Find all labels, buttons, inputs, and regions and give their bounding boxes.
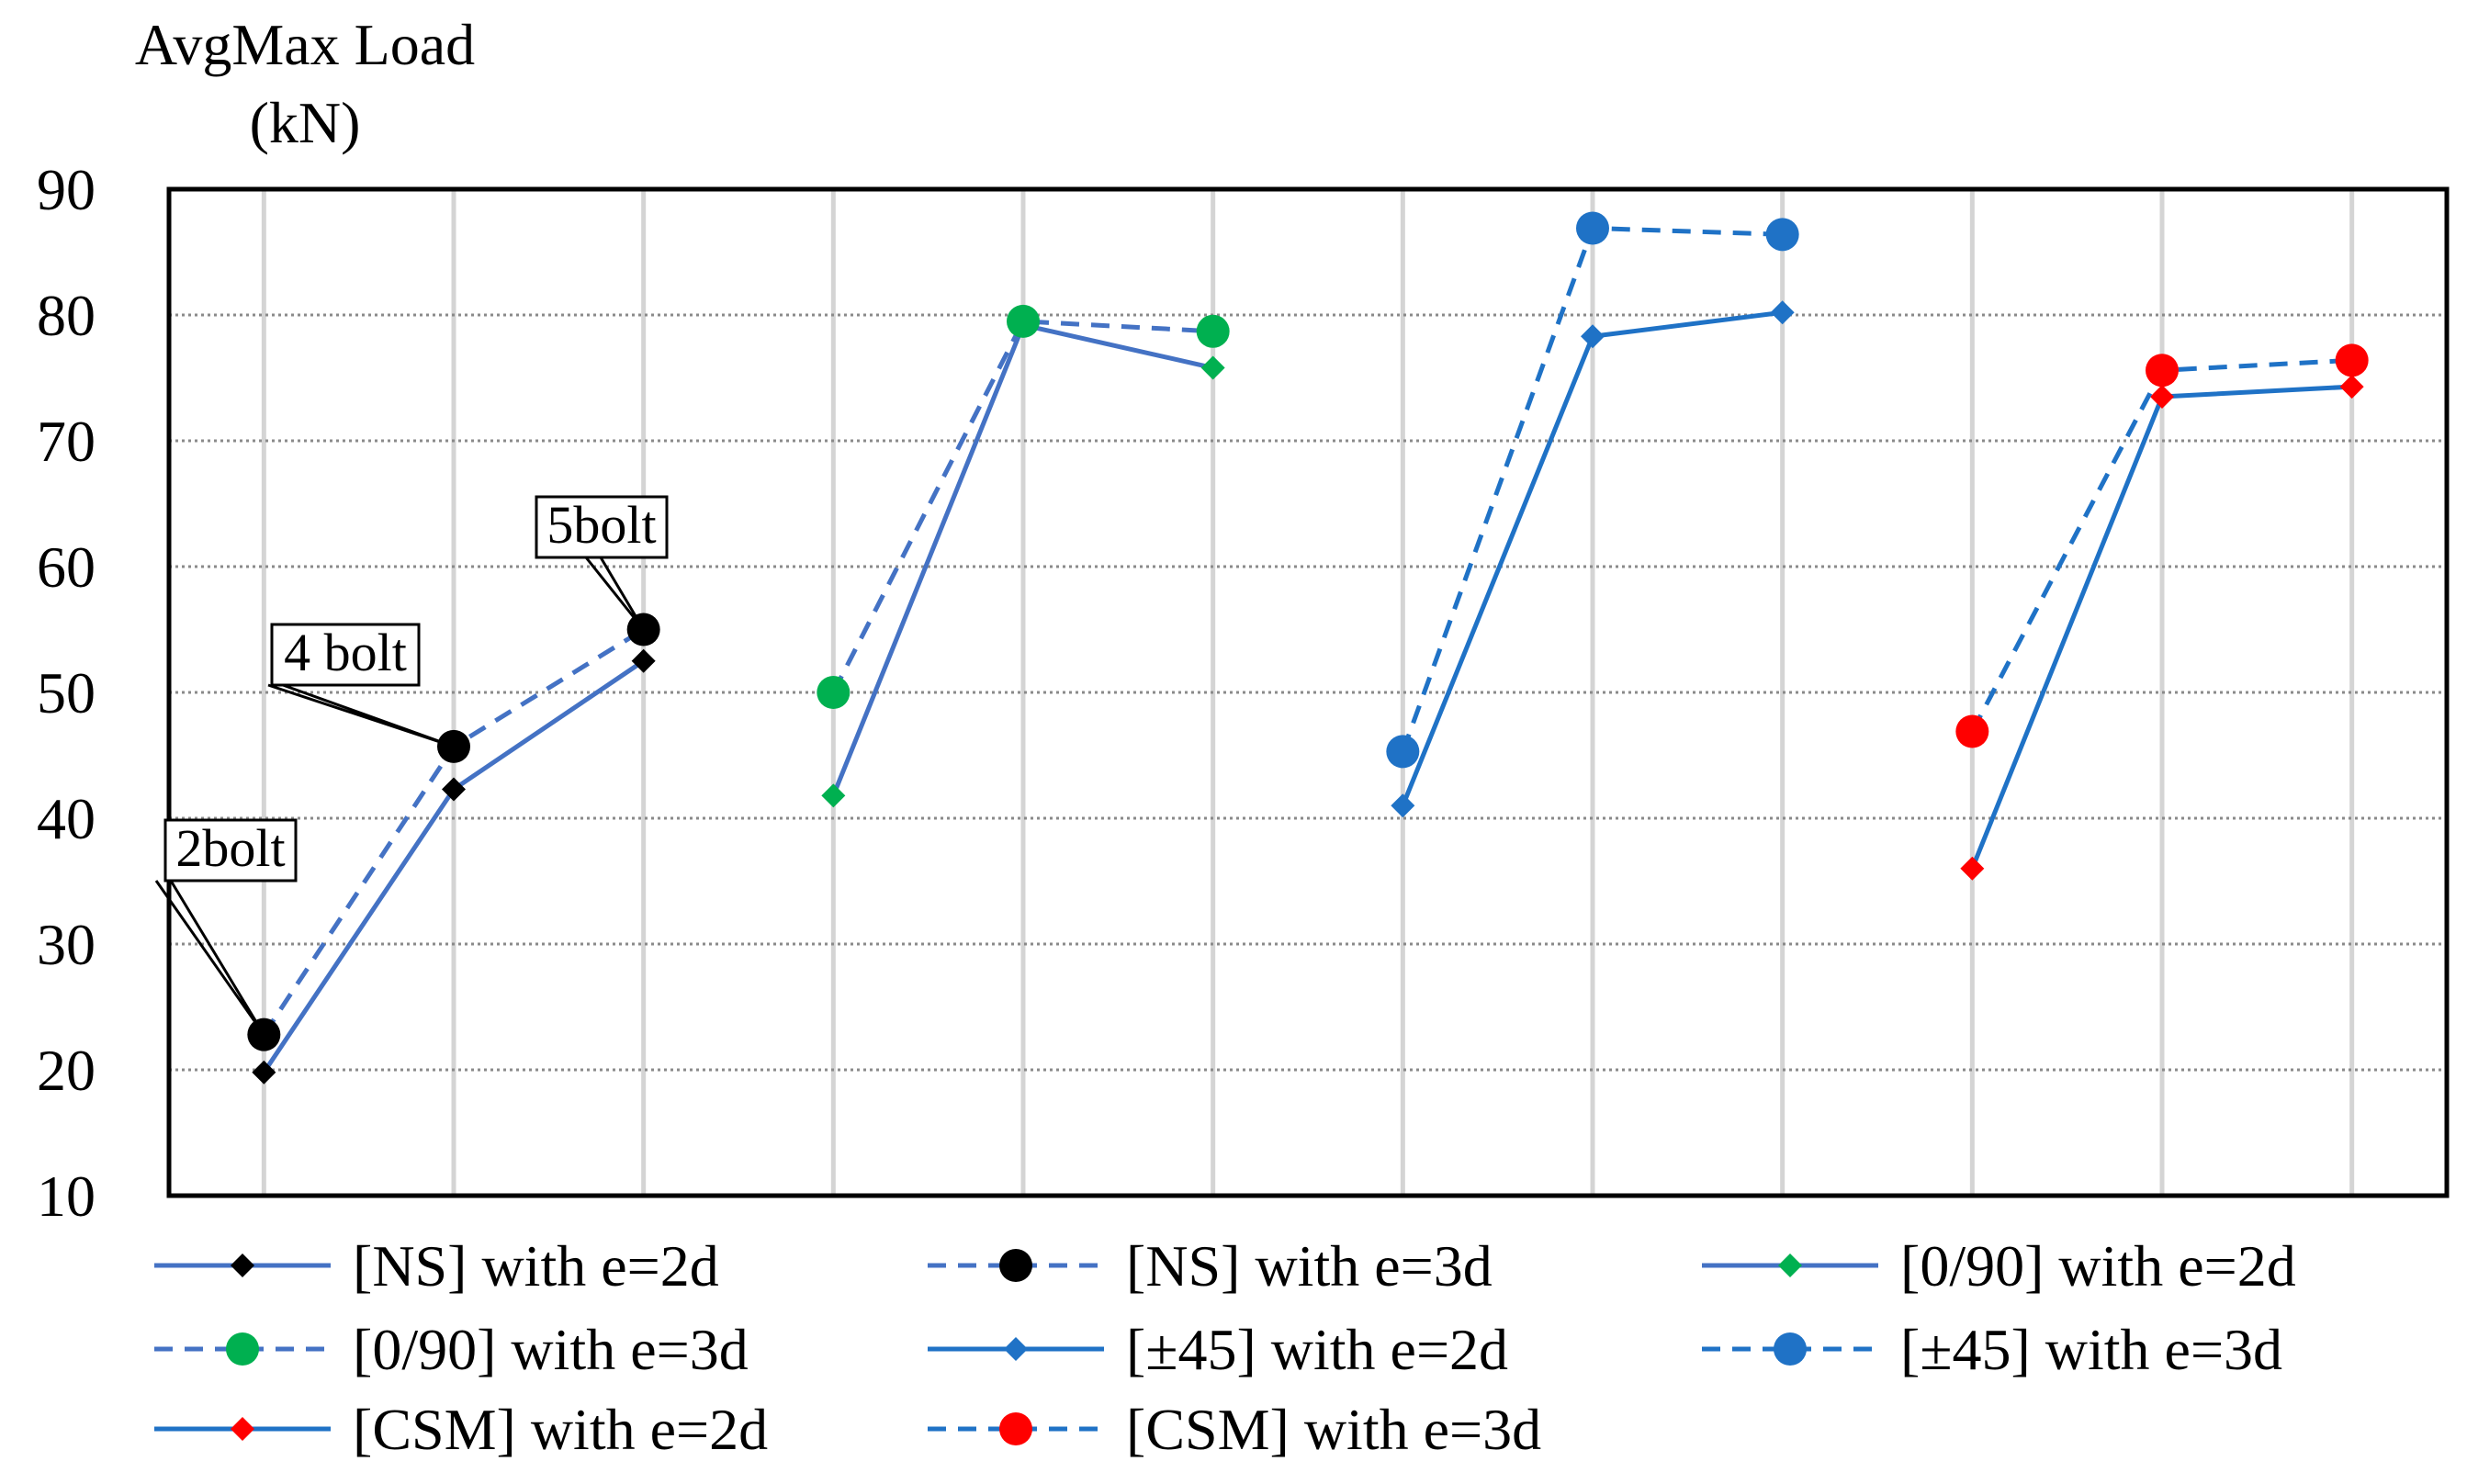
legend-label: [NS] with e=3d [1126,1233,1493,1298]
legend-marker [999,1249,1032,1282]
series-1 [252,648,656,1085]
plot-area-border [166,186,2450,1198]
legend-item: [NS] with e=3d [928,1233,1493,1298]
callout: 4 bolt [267,623,455,748]
data-point [1196,314,1230,348]
y-tick-label: 70 [37,409,96,474]
callout-box [163,818,298,883]
data-point [1391,793,1415,818]
y-tick-label: 50 [37,660,96,725]
callout-label: 5bolt [546,495,656,555]
legend-label: [0/90] with e=3d [353,1317,749,1382]
legend-label: [NS] with e=2d [353,1233,719,1298]
grid-layer [169,189,2447,1196]
data-point [2339,375,2364,399]
legend-marker [1778,1254,1802,1277]
y-tick-labels: 10 20 30 40 50 60 70 80 90 [37,157,96,1229]
y-axis-unit: (kN) [250,90,361,155]
callout: 2bolt [154,818,298,1036]
series-8 [1955,343,2369,748]
annotation-layer: 2bolt 4 bolt 5bolt [154,495,669,1036]
data-point [2150,385,2174,410]
legend-marker [226,1332,259,1366]
y-tick-label: 30 [37,912,96,977]
callout-pointer [584,556,645,631]
data-point [252,1060,276,1085]
series-4 [817,304,1230,709]
callout-pointer [267,683,455,748]
y-axis-title: AvgMax Load [135,12,475,77]
data-point [2146,354,2179,388]
data-point [1581,324,1605,349]
data-point [442,777,466,802]
data-point [1200,355,1225,380]
callout-box [270,623,421,687]
series-line [831,319,1213,694]
data-point [1386,735,1420,769]
legend-label: [CSM] with e=3d [1126,1397,1541,1462]
y-tick-label: 20 [37,1038,96,1103]
data-point [1960,856,1985,881]
y-tick-label: 60 [37,534,96,600]
callout-label: 2bolt [175,818,285,878]
data-point [1765,218,1799,252]
y-tick-label: 40 [37,786,96,851]
data-point [631,648,656,673]
data-point [1955,714,1989,748]
legend-item: [CSM] with e=2d [154,1397,768,1462]
series-6 [1386,211,1799,769]
legend-label: [±45] with e=3d [1900,1317,2282,1382]
data-point [821,783,846,808]
y-tick-label: 10 [37,1164,96,1229]
data-point [1770,300,1795,325]
data-point [2335,343,2369,377]
legend-item: [NS] with e=2d [154,1233,719,1298]
legend-marker [1774,1332,1807,1366]
legend: [NS] with e=2d [NS] with e=3d [0/90] with … [154,1233,2296,1462]
data-point [1007,304,1040,338]
legend-marker [231,1417,254,1441]
legend-label: [±45] with e=2d [1126,1317,1508,1382]
legend-item: [0/90] with e=3d [154,1317,749,1382]
legend-item: [0/90] with e=2d [1702,1233,2296,1298]
legend-marker [999,1412,1032,1445]
data-point [817,676,850,709]
legend-label: [CSM] with e=2d [353,1397,768,1462]
callout-label: 4 bolt [284,623,407,682]
callout: 5bolt [535,495,669,631]
legend-item: [±45] with e=3d [1702,1317,2282,1382]
legend-item: [±45] with e=2d [928,1317,1508,1382]
legend-item: [CSM] with e=3d [928,1397,1541,1462]
legend-label: [0/90] with e=2d [1900,1233,2296,1298]
series-7 [1960,375,2364,881]
data-point [1576,211,1609,245]
y-tick-label: 80 [37,283,96,348]
legend-marker [1004,1337,1028,1361]
series-5 [1391,300,1795,818]
legend-marker [231,1254,254,1277]
y-tick-label: 90 [37,157,96,222]
callout-pointer [154,880,265,1036]
callout-box [535,495,669,559]
